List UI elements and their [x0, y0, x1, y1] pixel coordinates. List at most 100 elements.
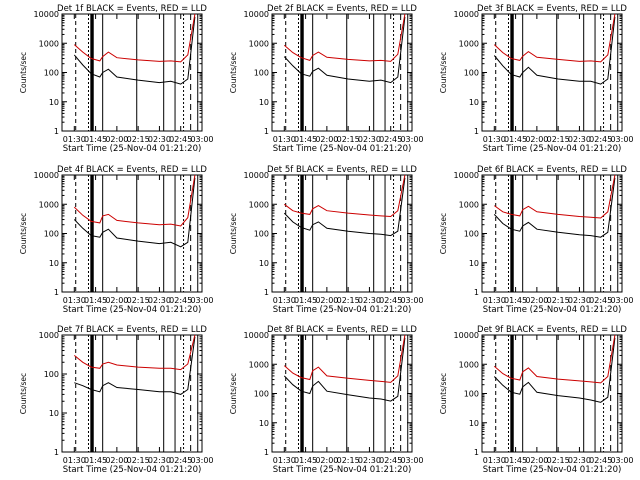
x-tick-label: 01:30 — [273, 296, 296, 305]
y-tick-label: 1 — [54, 448, 59, 457]
y-tick-label: 10000 — [34, 171, 59, 180]
y-tick-label: 1000 — [459, 360, 479, 369]
y-tick-label: 10000 — [244, 171, 269, 180]
y-tick-label: 100 — [464, 230, 479, 239]
y-tick-label: 1 — [264, 288, 269, 297]
y-tick-label: 10 — [259, 259, 269, 268]
y-axis-label: Counts/sec — [229, 213, 238, 254]
panel-7: 1 10 100 1000 01:3001:4502:0002:1502:3002:45… — [19, 325, 214, 475]
x-tick-label: 02:45 — [589, 296, 612, 305]
x-tick-label: 01:45 — [504, 135, 527, 144]
y-tick-label: 1 — [264, 127, 269, 136]
x-tick-label: 02:45 — [169, 296, 192, 305]
x-tick-label: 02:45 — [379, 135, 402, 144]
series-events-line — [493, 337, 616, 403]
x-tick-label: 02:15 — [547, 296, 570, 305]
y-tick-label: 10000 — [454, 10, 479, 19]
y-tick-label: 10000 — [244, 10, 269, 19]
y-tick-label: 10000 — [34, 10, 59, 19]
y-axis-label: Counts/sec — [439, 373, 448, 414]
x-tick-label: 02:00 — [315, 296, 338, 305]
series-events-line — [283, 337, 406, 402]
panel-8: 1 10 100 1000 10000 01:3001:4502:0002:1502:30… — [229, 325, 424, 475]
y-tick-label: 1000 — [459, 39, 479, 48]
y-tick-label: 1 — [54, 288, 59, 297]
x-tick-label: 02:00 — [525, 456, 548, 465]
x-tick-label: 01:45 — [84, 135, 107, 144]
y-axis-label: Counts/sec — [19, 373, 28, 414]
y-tick-label: 10 — [49, 98, 59, 107]
plot-frame — [271, 13, 413, 132]
x-tick-label: 01:45 — [84, 296, 107, 305]
y-tick-label: 1 — [474, 127, 479, 136]
x-tick-label: 02:45 — [169, 456, 192, 465]
x-tick-label: 02:15 — [337, 456, 360, 465]
panel-title: Det 7f BLACK = Events, RED = LLD — [57, 325, 207, 335]
plot-frame — [481, 13, 623, 132]
y-tick-label: 10000 — [454, 171, 479, 180]
x-tick-label: 02:00 — [525, 135, 548, 144]
x-tick-label: 01:45 — [294, 456, 317, 465]
x-tick-label: 01:30 — [483, 296, 506, 305]
x-tick-label: 02:00 — [525, 296, 548, 305]
series-lld-line — [283, 174, 406, 218]
x-tick-label: 02:00 — [315, 456, 338, 465]
x-tick-label: 01:45 — [84, 456, 107, 465]
x-tick-label: 02:30 — [568, 296, 591, 305]
y-axis-label: Counts/sec — [19, 52, 28, 93]
series-events-line — [73, 16, 196, 85]
series-lld-line — [493, 334, 616, 384]
x-tick-label: 02:30 — [568, 135, 591, 144]
plot-frame — [271, 174, 413, 293]
x-axis-label: Start Time (25-Nov-04 01:21:20) — [483, 144, 622, 154]
x-tick-label: 01:45 — [294, 135, 317, 144]
y-tick-label: 10 — [469, 98, 479, 107]
y-tick-label: 1000 — [39, 200, 59, 209]
panel-title: Det 3f BLACK = Events, RED = LLD — [477, 4, 627, 14]
plot-frame — [481, 174, 623, 293]
x-tick-label: 03:00 — [400, 135, 423, 144]
x-tick-label: 02:45 — [589, 456, 612, 465]
panel-6: 1 10 100 1000 10000 01:3001:4502:0002:1502:30… — [439, 165, 634, 315]
x-tick-label: 03:00 — [190, 135, 213, 144]
series-events-line — [74, 336, 196, 395]
x-tick-label: 02:15 — [127, 135, 150, 144]
x-tick-label: 02:30 — [148, 135, 171, 144]
x-tick-label: 02:15 — [547, 456, 570, 465]
x-tick-label: 02:15 — [127, 296, 150, 305]
x-axis-label: Start Time (25-Nov-04 01:21:20) — [483, 465, 622, 475]
panel-title: Det 9f BLACK = Events, RED = LLD — [477, 325, 627, 335]
x-tick-label: 02:45 — [379, 456, 402, 465]
series-lld-line — [493, 13, 616, 63]
x-axis-label: Start Time (25-Nov-04 01:21:20) — [63, 144, 202, 154]
y-tick-label: 1 — [474, 448, 479, 457]
series-lld-line — [73, 174, 196, 227]
x-tick-label: 02:15 — [127, 456, 150, 465]
x-tick-label: 01:30 — [483, 135, 506, 144]
panel-title: Det 5f BLACK = Events, RED = LLD — [267, 165, 417, 175]
x-axis-label: Start Time (25-Nov-04 01:21:20) — [273, 305, 412, 315]
y-tick-label: 1000 — [249, 39, 269, 48]
x-tick-label: 02:00 — [105, 456, 128, 465]
y-tick-label: 100 — [254, 69, 269, 78]
panel-4: 1 10 100 1000 10000 01:3001:4502:0002:1502:30… — [19, 165, 214, 315]
x-axis-label: Start Time (25-Nov-04 01:21:20) — [273, 144, 412, 154]
x-tick-label: 03:00 — [400, 296, 423, 305]
y-tick-label: 10 — [259, 98, 269, 107]
series-events-line — [283, 16, 406, 84]
y-tick-label: 1 — [54, 127, 59, 136]
panel-title: Det 8f BLACK = Events, RED = LLD — [267, 325, 417, 335]
series-lld-line — [73, 13, 196, 63]
series-events-line — [73, 177, 196, 248]
x-axis-label: Start Time (25-Nov-04 01:21:20) — [63, 305, 202, 315]
y-tick-label: 10 — [49, 259, 59, 268]
series-events-line — [493, 177, 616, 238]
panel-1: 1 10 100 1000 10000 01:3001:4502:0002:1502:30… — [19, 4, 214, 154]
x-tick-label: 02:15 — [337, 135, 360, 144]
y-tick-label: 1000 — [39, 331, 59, 340]
x-tick-label: 01:45 — [504, 456, 527, 465]
x-tick-label: 03:00 — [190, 456, 213, 465]
x-tick-label: 01:30 — [63, 296, 86, 305]
